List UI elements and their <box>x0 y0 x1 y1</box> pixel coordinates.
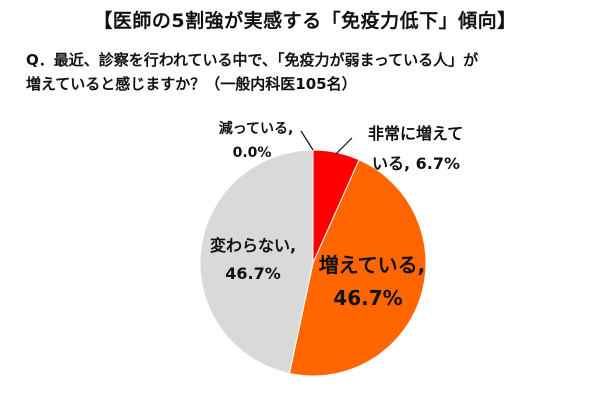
label-unchanged-name: 変わらない, <box>210 236 296 255</box>
label-unchanged-value: 46.7% <box>225 264 281 283</box>
survey-question: Q．最近、診察を行われている中で、「免疫力が弱まっている人」が 増えていると感じ… <box>26 48 596 96</box>
label-very-increasing-name: 非常に増えて <box>368 124 463 143</box>
pie-slice-unchanged <box>199 149 314 375</box>
label-decreasing-value: 0.0% <box>233 145 272 161</box>
leader-line-decreasing <box>300 130 314 151</box>
question-line-2: 増えていると感じますか？（一般内科医105名） <box>26 75 357 93</box>
label-increasing-value: 46.7% <box>333 286 402 310</box>
chart-title: 【医師の5割強が実感する「免疫力低下」傾向】 <box>93 10 517 32</box>
pie-slice-increasing <box>288 159 427 377</box>
pie-slices <box>199 149 427 377</box>
label-increasing-name: 増えている, <box>319 253 426 277</box>
question-line-1: Q．最近、診察を行われている中で、「免疫力が弱まっている人」が <box>26 51 479 69</box>
label-decreasing-name: 減っている, <box>219 120 294 137</box>
leader-line-very-increasing <box>335 137 353 155</box>
label-very-increasing-value: いる, 6.7% <box>372 154 460 173</box>
